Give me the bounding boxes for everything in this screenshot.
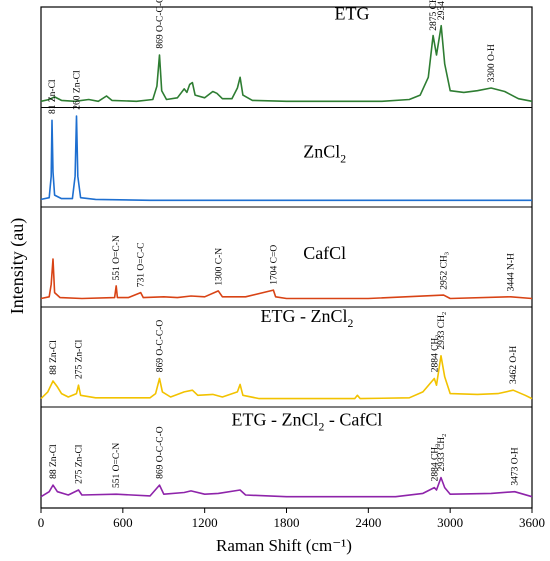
- peak-annotation: 551 O=C-N: [112, 443, 122, 488]
- peak-annotation: 88 Zn-Cl: [49, 444, 59, 479]
- series-line-4: [40, 355, 533, 400]
- series-line-1: [40, 24, 533, 103]
- peak-annotation: 2884 CH2: [430, 334, 441, 372]
- peak-annotation: 551 O=C-N: [112, 235, 122, 280]
- peak-annotation: 869 O-C-C-O: [156, 320, 166, 373]
- series-line-5: [40, 476, 533, 498]
- series-label: CafCl: [303, 243, 346, 263]
- series-line-2: [40, 115, 532, 202]
- x-axis: 0 600 1200 1800 2400 3000 3600: [38, 508, 545, 530]
- peak-annotation: 2884 CH2: [430, 444, 441, 482]
- x-tick-label: 1800: [274, 515, 300, 530]
- x-tick-label: 3000: [437, 515, 463, 530]
- x-axis-title: Raman Shift (cm⁻¹): [216, 536, 352, 555]
- plot-area: ETG ZnCl2 CafCl ETG - ZnCl2 ETG - ZnCl2 - Ca…: [40, 0, 533, 509]
- peak-annotation: 260 Zn-Cl: [73, 70, 83, 110]
- x-tick-label: 1200: [192, 515, 218, 530]
- peak-annotation: 869 O-C-C-O: [156, 0, 166, 49]
- x-tick-label: 600: [113, 515, 133, 530]
- peak-annotation: 81 Zn-Cl: [48, 79, 58, 114]
- series-label: ETG - ZnCl2 - CafCl: [232, 409, 383, 433]
- peak-annotation: 1300 C-N: [214, 248, 224, 286]
- peak-annotation: 2934 CH2: [437, 0, 448, 20]
- peak-annotation: 275 Zn-Cl: [75, 339, 85, 379]
- peak-annotation: 3462 O-H: [509, 346, 519, 384]
- series-label: ETG: [334, 3, 369, 23]
- peak-annotation: 2952 CH3: [440, 252, 451, 290]
- y-axis-title: Intensity (au): [7, 218, 28, 314]
- x-tick-label: 2400: [355, 515, 381, 530]
- peak-annotation: 3444 N-H: [507, 253, 517, 291]
- peak-annotation: 731 O=C-C: [137, 243, 147, 288]
- series-line-3: [40, 258, 533, 300]
- peak-annotation: 2933 CH2: [437, 434, 448, 472]
- peak-annotation: 88 Zn-Cl: [49, 340, 59, 375]
- x-tick-label: 3600: [519, 515, 545, 530]
- peak-annotation: 275 Zn-Cl: [75, 444, 85, 484]
- x-tick-label: 0: [38, 515, 45, 530]
- peak-annotation: 3300 O-H: [487, 44, 497, 82]
- peak-annotation: 3473 O-H: [511, 447, 521, 485]
- peak-annotation: 2875 CH2: [429, 0, 440, 31]
- peak-annotation: 1704 C=O: [269, 245, 279, 285]
- series-label: ZnCl2: [303, 141, 346, 165]
- peak-annotation: 2933 CH2: [437, 312, 448, 350]
- series-label: ETG - ZnCl2: [261, 306, 354, 330]
- peak-annotation: 869 O-C-C-O: [156, 426, 166, 479]
